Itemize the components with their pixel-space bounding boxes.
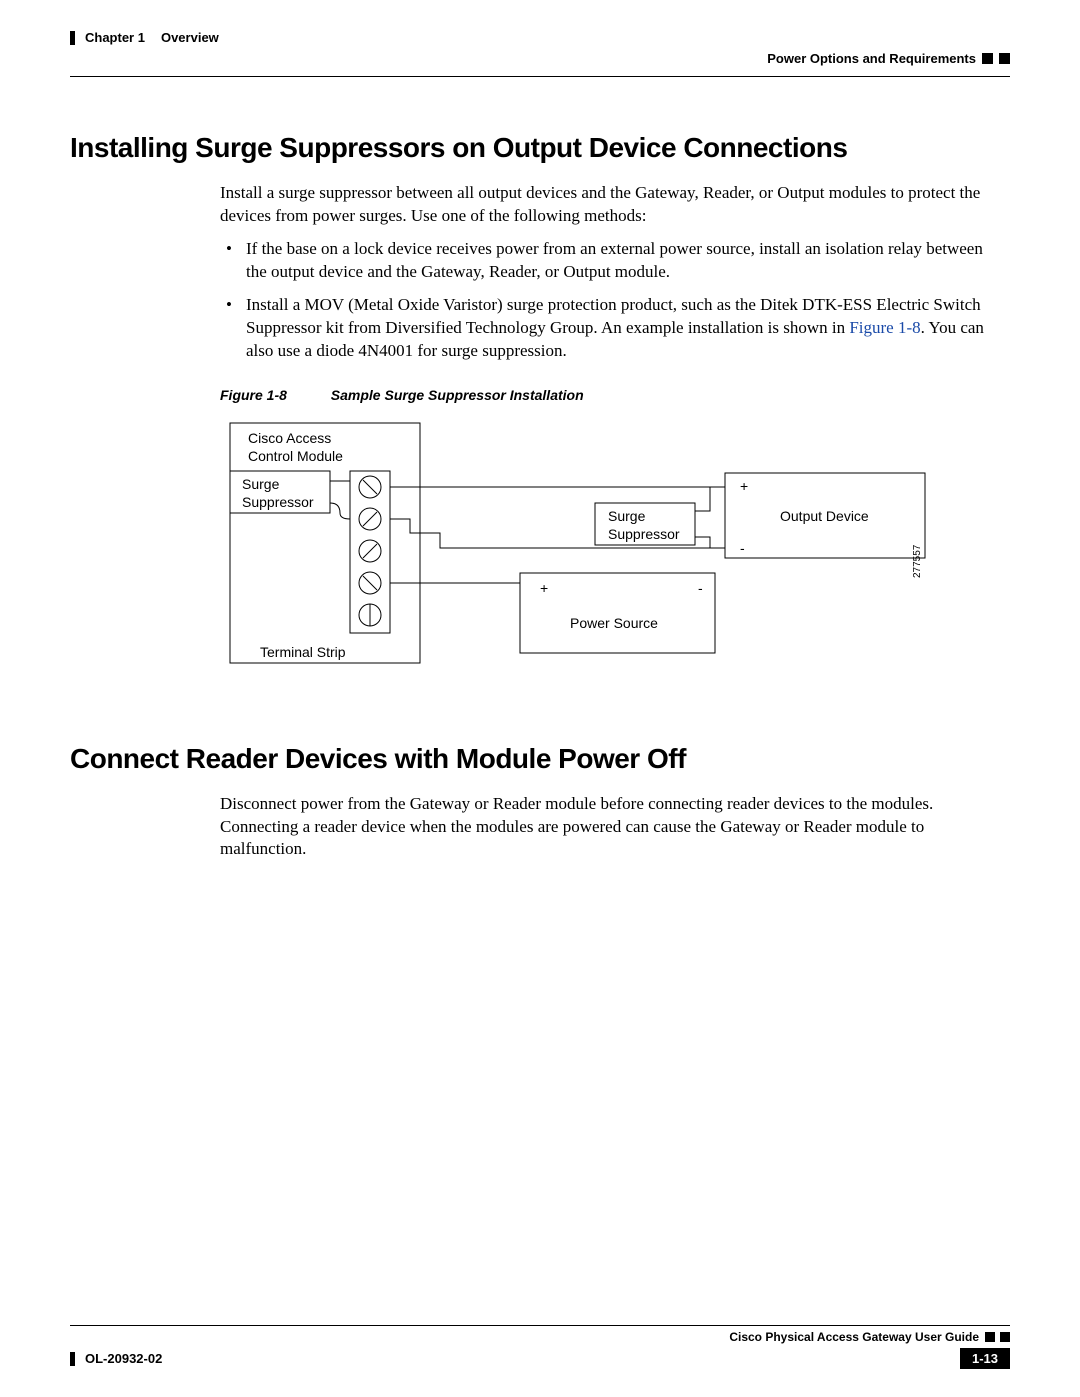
footer: Cisco Physical Access Gateway User Guide… [70, 1325, 1010, 1369]
power-label: Power Source [570, 615, 658, 631]
chapter-title: Overview [161, 30, 219, 45]
plus-1: + [740, 478, 748, 494]
diagram-id: 277557 [912, 544, 923, 578]
plus-2: + [540, 580, 548, 596]
output-label: Output Device [780, 508, 869, 524]
page-number: 1-13 [960, 1348, 1010, 1369]
surge2-l1: Surge [608, 508, 646, 524]
module-label-2: Control Module [248, 448, 343, 464]
module-label-1: Cisco Access [248, 430, 331, 446]
terminal-label: Terminal Strip [260, 644, 346, 660]
bullet-list: If the base on a lock device receives po… [220, 238, 1000, 363]
bullet-1: If the base on a lock device receives po… [220, 238, 1000, 284]
minus-1: - [740, 540, 745, 556]
section2-body: Disconnect power from the Gateway or Rea… [220, 793, 1000, 862]
figure-caption: Figure 1-8 Sample Surge Suppressor Insta… [220, 387, 1010, 403]
header-right: Power Options and Requirements [70, 51, 1010, 66]
section1-body: Install a surge suppressor between all o… [220, 182, 1000, 363]
bullet-2: Install a MOV (Metal Oxide Varistor) sur… [220, 294, 1000, 363]
footer-squares-icon [985, 1332, 1010, 1342]
figure-number: Figure 1-8 [220, 387, 287, 403]
figure-ref-link[interactable]: Figure 1-8 [849, 318, 920, 337]
section1-intro: Install a surge suppressor between all o… [220, 182, 1000, 228]
footer-docnum: OL-20932-02 [85, 1351, 162, 1366]
minus-2: - [698, 580, 703, 596]
section2-heading: Connect Reader Devices with Module Power… [70, 743, 1010, 775]
figure-diagram: Cisco Access Control Module Surge Suppre… [220, 413, 1010, 688]
header-square-icon [982, 53, 993, 64]
surge1-l1: Surge [242, 476, 280, 492]
section1-heading: Installing Surge Suppressors on Output D… [70, 132, 1010, 164]
page: Chapter 1 Overview Power Options and Req… [0, 0, 1080, 1397]
section-title: Power Options and Requirements [767, 51, 976, 66]
header-square-icon [999, 53, 1010, 64]
footer-bar-icon [70, 1352, 75, 1366]
header-bar-icon [70, 31, 75, 45]
chapter-label: Chapter 1 [85, 30, 145, 45]
header-left: Chapter 1 Overview [70, 30, 1010, 45]
footer-guide: Cisco Physical Access Gateway User Guide [729, 1330, 979, 1344]
surge1-l2: Suppressor [242, 494, 314, 510]
section2-para: Disconnect power from the Gateway or Rea… [220, 793, 1000, 862]
figure-title: Sample Surge Suppressor Installation [331, 387, 584, 403]
surge2-l2: Suppressor [608, 526, 680, 542]
header-rule [70, 76, 1010, 77]
